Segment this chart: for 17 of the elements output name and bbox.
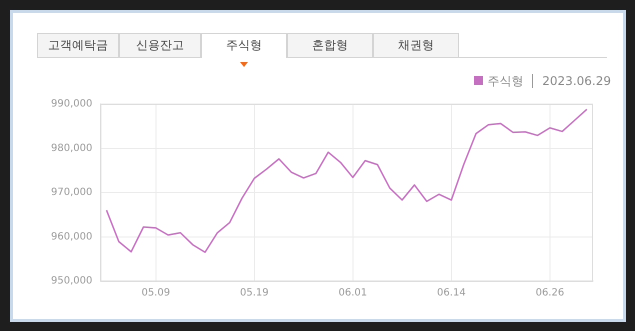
text: 주식형 bbox=[201, 33, 287, 58]
x-tick-label: 05.19 bbox=[240, 288, 269, 299]
chart-subtitle: 2023.06.29 bbox=[532, 74, 611, 88]
text: 신용잔고 bbox=[119, 33, 201, 57]
y-tick-label: 990,000 bbox=[50, 98, 92, 110]
x-tick-label: 05.09 bbox=[141, 288, 170, 299]
legend-label: 주식형 bbox=[487, 74, 524, 88]
y-tick-label: 980,000 bbox=[50, 142, 92, 154]
y-tick-label: 960,000 bbox=[50, 231, 92, 242]
text: 혼합형 bbox=[287, 33, 373, 57]
text: 고객예탁금 bbox=[37, 33, 119, 57]
y-tick-label: 970,000 bbox=[50, 187, 92, 198]
x-tick-label: 06.01 bbox=[338, 288, 368, 299]
text: 채권형 bbox=[373, 33, 459, 57]
y-tick-label: 950,000 bbox=[50, 276, 92, 287]
x-tick-label: 06.26 bbox=[536, 288, 564, 299]
x-tick-label: 06.14 bbox=[437, 288, 466, 299]
